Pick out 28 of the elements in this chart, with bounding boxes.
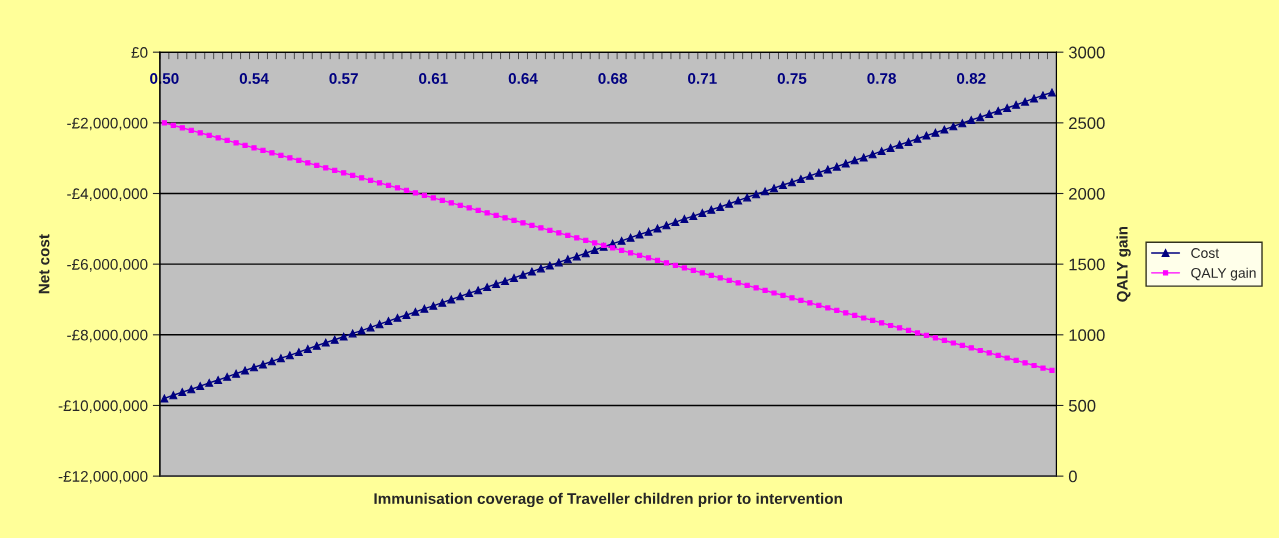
x-tick-label: 0.61 [419,73,448,84]
legend-label: Cost [1191,248,1220,258]
y2-tick-label: 2000 [1069,187,1105,200]
y-tick-label: £0 [131,47,148,58]
y2-axis-title: QALY gain [1116,226,1131,302]
x-tick-label: 0.82 [957,73,986,84]
y-tick-label: -£12,000,000 [58,471,148,484]
x-tick-label: 0.68 [598,73,628,84]
x-axis-title: Immunisation coverage of Traveller children prior to intervention [374,492,842,508]
x-tick-label: 0.64 [508,73,538,84]
x-tick-label: 0.78 [867,73,897,84]
y2-tick-label: 1000 [1069,329,1105,342]
y-tick-label: -£2,000,000 [67,117,148,131]
y2-tick-label: 3000 [1068,46,1105,59]
y2-tick-label: 1500 [1069,258,1105,271]
x-tick-label: 0.71 [688,73,717,84]
y-tick-label: -£4,000,000 [67,188,148,201]
y2-tick-label: 0 [1068,470,1077,483]
x-tick-label: 0.75 [777,73,807,84]
x-tick-label: 0.57 [329,73,358,84]
x-tick-label: 0.54 [239,73,269,84]
legend-label: QALY gain [1191,267,1256,281]
y-axis-title: Net cost [38,234,50,294]
y-tick-label: -£8,000,000 [67,329,148,343]
y2-tick-label: 500 [1068,399,1096,412]
y2-tick-label: 2500 [1069,117,1105,130]
y-tick-label: -£6,000,000 [67,259,148,272]
y-tick-label: -£10,000,000 [58,400,148,413]
